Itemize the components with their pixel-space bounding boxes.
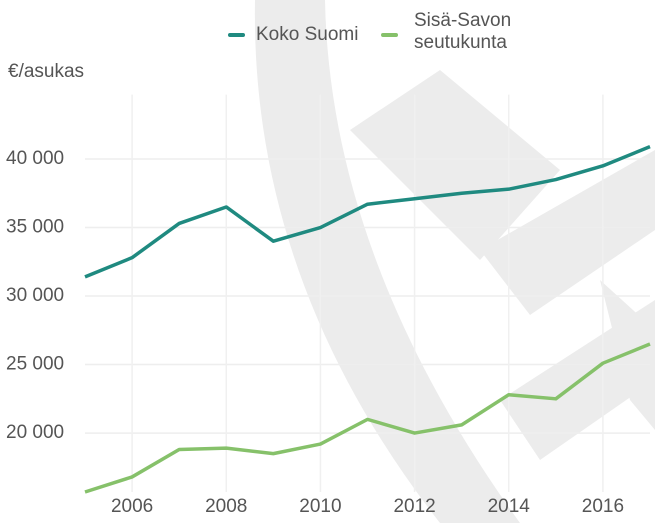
y-tick-label: 40 000 (6, 148, 64, 169)
y-tick-label: 35 000 (6, 217, 64, 238)
x-tick-label: 2016 (582, 496, 624, 517)
legend-label: Koko Suomi (256, 24, 359, 45)
y-tick-label: 25 000 (6, 354, 64, 375)
line (84, 145, 651, 279)
legend-swatch (228, 33, 245, 37)
x-tick-label: 2012 (393, 496, 435, 517)
x-tick-label: 2010 (299, 496, 341, 517)
legend-swatch (381, 33, 398, 37)
y-tick-label: 20 000 (6, 422, 64, 443)
legend-label: Sisä-Savon seutukunta (414, 10, 512, 53)
line (84, 342, 651, 494)
y-axis-label: €/asukas (8, 61, 84, 82)
x-tick-label: 2008 (205, 496, 247, 517)
x-tick-label: 2006 (111, 496, 153, 517)
y-tick-label: 30 000 (6, 285, 64, 306)
x-tick-label: 2014 (488, 496, 531, 517)
